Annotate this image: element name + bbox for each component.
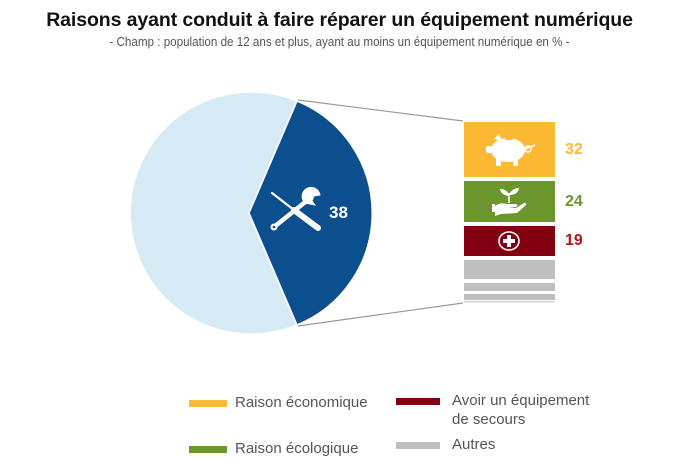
pie-value-label: 38 — [329, 203, 348, 222]
bar-segment-autres-4 — [464, 301, 555, 303]
legend-swatch-ecologique — [189, 446, 227, 453]
legend-label-secours-line2: de secours — [452, 411, 526, 428]
legend-label-economique: Raison économique — [235, 394, 368, 411]
medical-cross-icon — [498, 231, 520, 251]
bar-segment-autres-3 — [464, 294, 555, 300]
value-economique: 32 — [565, 141, 583, 158]
pie-slice-repair — [248, 100, 373, 326]
legend-item-autres: Autres — [396, 435, 495, 454]
legend-swatch-autres — [396, 442, 440, 449]
legend-item-economique: Raison économique — [189, 393, 368, 412]
legend-label-autres: Autres — [452, 436, 496, 453]
pie-slice-rest — [129, 91, 298, 335]
bar-segment-autres-2 — [464, 283, 555, 291]
legend-label-secours: Avoir un équipement de secours — [452, 391, 589, 429]
connector-line-bottom — [297, 302, 464, 327]
value-secours: 19 — [565, 232, 583, 249]
bar-segment-autres-1 — [464, 260, 555, 279]
value-ecologique: 24 — [565, 193, 583, 210]
chart-title: Raisons ayant conduit à faire réparer un… — [46, 9, 633, 31]
legend-item-secours: Avoir un équipement de secours — [396, 391, 589, 429]
plant-in-hand-icon — [492, 188, 527, 216]
legend-label-secours-line1: Avoir un équipement — [452, 392, 590, 409]
chart-subtitle: - Champ : population de 12 ans et plus, … — [109, 35, 570, 49]
legend-item-ecologique: Raison écologique — [189, 439, 358, 458]
legend-swatch-secours — [396, 398, 440, 405]
legend-label-ecologique: Raison écologique — [235, 440, 359, 457]
legend-swatch-economique — [189, 400, 227, 407]
piggy-bank-icon — [486, 134, 536, 166]
wrench-screwdriver-icon — [270, 186, 321, 231]
connector-line-top — [297, 99, 464, 122]
